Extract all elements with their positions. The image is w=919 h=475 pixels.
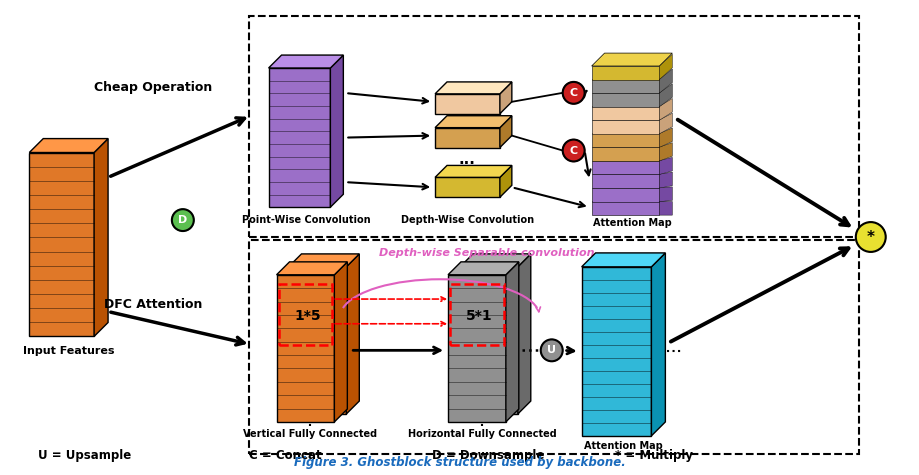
- Polygon shape: [592, 133, 660, 147]
- Polygon shape: [435, 82, 512, 94]
- Polygon shape: [277, 275, 335, 422]
- Polygon shape: [448, 262, 519, 275]
- Circle shape: [562, 82, 584, 104]
- Polygon shape: [592, 188, 660, 201]
- Polygon shape: [592, 120, 660, 134]
- Polygon shape: [331, 55, 344, 207]
- Polygon shape: [277, 262, 347, 275]
- Polygon shape: [592, 147, 660, 161]
- Polygon shape: [289, 267, 346, 414]
- Polygon shape: [435, 165, 512, 177]
- Text: D = Downsample: D = Downsample: [432, 449, 544, 462]
- Polygon shape: [592, 106, 660, 120]
- Polygon shape: [500, 165, 512, 197]
- Circle shape: [172, 209, 194, 231]
- Polygon shape: [268, 55, 344, 68]
- Polygon shape: [289, 254, 359, 267]
- Text: Cheap Operation: Cheap Operation: [94, 81, 212, 95]
- Text: D: D: [178, 215, 187, 225]
- Polygon shape: [592, 174, 660, 188]
- Polygon shape: [29, 152, 94, 336]
- Text: Depth-wise Separable convolution: Depth-wise Separable convolution: [380, 248, 595, 258]
- Text: 5*1: 5*1: [466, 309, 493, 323]
- Polygon shape: [500, 116, 512, 148]
- Polygon shape: [517, 254, 531, 414]
- Polygon shape: [592, 66, 660, 80]
- Polygon shape: [660, 98, 673, 120]
- Polygon shape: [435, 177, 500, 197]
- Polygon shape: [435, 128, 500, 148]
- Polygon shape: [592, 93, 660, 107]
- Polygon shape: [592, 161, 660, 174]
- Polygon shape: [592, 201, 660, 215]
- Text: ...: ...: [459, 152, 475, 167]
- Text: U: U: [547, 345, 556, 355]
- Polygon shape: [94, 139, 108, 336]
- Polygon shape: [500, 82, 512, 114]
- Polygon shape: [652, 253, 665, 436]
- Text: Attention Map: Attention Map: [584, 441, 663, 451]
- Text: Figure 3. Ghostblock structure used by backbone.: Figure 3. Ghostblock structure used by b…: [294, 456, 625, 469]
- Circle shape: [856, 222, 886, 252]
- Text: Attention Map: Attention Map: [593, 218, 672, 228]
- Polygon shape: [268, 68, 331, 207]
- Polygon shape: [582, 267, 652, 436]
- Polygon shape: [660, 201, 673, 215]
- Polygon shape: [660, 54, 673, 80]
- Polygon shape: [435, 116, 512, 128]
- Polygon shape: [460, 267, 517, 414]
- Text: C: C: [570, 145, 578, 155]
- Polygon shape: [660, 172, 673, 188]
- Text: Horizontal Fully Connected: Horizontal Fully Connected: [407, 429, 556, 439]
- Polygon shape: [448, 275, 505, 422]
- Polygon shape: [592, 79, 660, 93]
- Polygon shape: [582, 253, 665, 267]
- Text: C = Concat: C = Concat: [249, 449, 322, 462]
- Polygon shape: [346, 254, 359, 414]
- Polygon shape: [660, 113, 673, 134]
- Polygon shape: [660, 157, 673, 174]
- Text: U = Upsample: U = Upsample: [38, 449, 131, 462]
- Polygon shape: [249, 240, 858, 454]
- Text: 1*5: 1*5: [294, 309, 321, 323]
- Circle shape: [562, 140, 584, 162]
- Circle shape: [540, 340, 562, 361]
- Polygon shape: [460, 254, 531, 267]
- Text: Point-Wise Convolution: Point-Wise Convolution: [242, 215, 370, 225]
- Polygon shape: [660, 187, 673, 201]
- Polygon shape: [660, 142, 673, 161]
- Polygon shape: [29, 139, 108, 152]
- Text: *: *: [867, 229, 875, 245]
- Text: * = Multiply: * = Multiply: [615, 449, 693, 462]
- Polygon shape: [435, 94, 500, 114]
- Polygon shape: [592, 53, 673, 66]
- Polygon shape: [660, 69, 673, 93]
- Polygon shape: [505, 262, 519, 422]
- Text: Depth-Wise Convolution: Depth-Wise Convolution: [402, 215, 535, 225]
- Polygon shape: [660, 84, 673, 107]
- Text: C: C: [570, 88, 578, 98]
- Polygon shape: [335, 262, 347, 422]
- Text: Vertical Fully Connected: Vertical Fully Connected: [244, 429, 378, 439]
- Polygon shape: [660, 128, 673, 147]
- Text: Input Features: Input Features: [23, 346, 115, 356]
- Text: DFC Attention: DFC Attention: [104, 298, 202, 311]
- Polygon shape: [249, 16, 858, 237]
